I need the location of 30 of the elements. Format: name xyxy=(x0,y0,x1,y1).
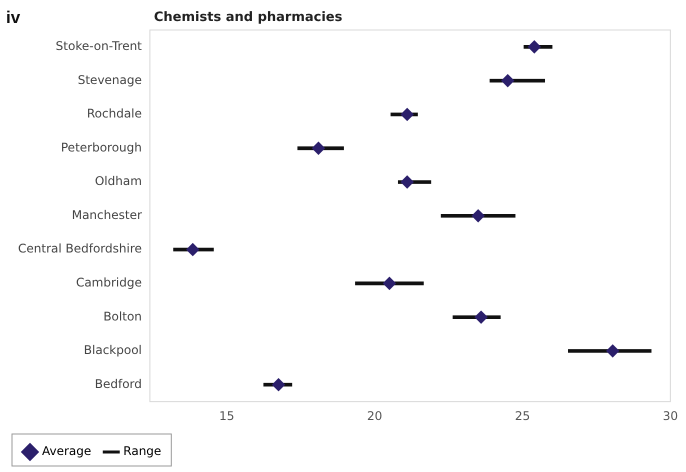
chart-title: Chemists and pharmacies xyxy=(154,10,343,25)
y-tick-label: Stevenage xyxy=(78,72,142,87)
point xyxy=(606,344,620,358)
y-tick-label: Bedford xyxy=(94,376,142,391)
text: iv xyxy=(6,8,20,28)
y-tick-label: Stoke-on-Trent xyxy=(56,39,142,54)
y-tick-label: Central Bedfordshire xyxy=(18,242,142,256)
y-tick-label: Cambridge xyxy=(76,275,142,290)
y-tick-label: Manchester xyxy=(72,208,142,222)
x-tick-label: 25 xyxy=(514,408,530,423)
legend-label: Average xyxy=(42,444,92,458)
point xyxy=(312,142,325,155)
y-tick-label: Blackpool xyxy=(84,343,142,358)
point xyxy=(472,209,485,222)
x-tick-label: 30 xyxy=(662,408,678,423)
point xyxy=(501,74,514,88)
x-tick-label: 20 xyxy=(367,408,382,423)
point xyxy=(528,40,541,54)
y-tick-label: Oldham xyxy=(94,174,142,188)
legend-label: Range xyxy=(123,444,162,458)
point xyxy=(400,108,414,121)
x-tick-label: 15 xyxy=(219,408,234,423)
point xyxy=(382,276,396,290)
y-tick-label: Bolton xyxy=(103,309,142,324)
point xyxy=(474,310,488,324)
y-tick-label: Rochdale xyxy=(86,106,142,121)
point xyxy=(186,243,200,256)
point xyxy=(400,176,414,189)
point xyxy=(272,378,286,392)
y-tick-label: Peterborough xyxy=(60,140,142,154)
